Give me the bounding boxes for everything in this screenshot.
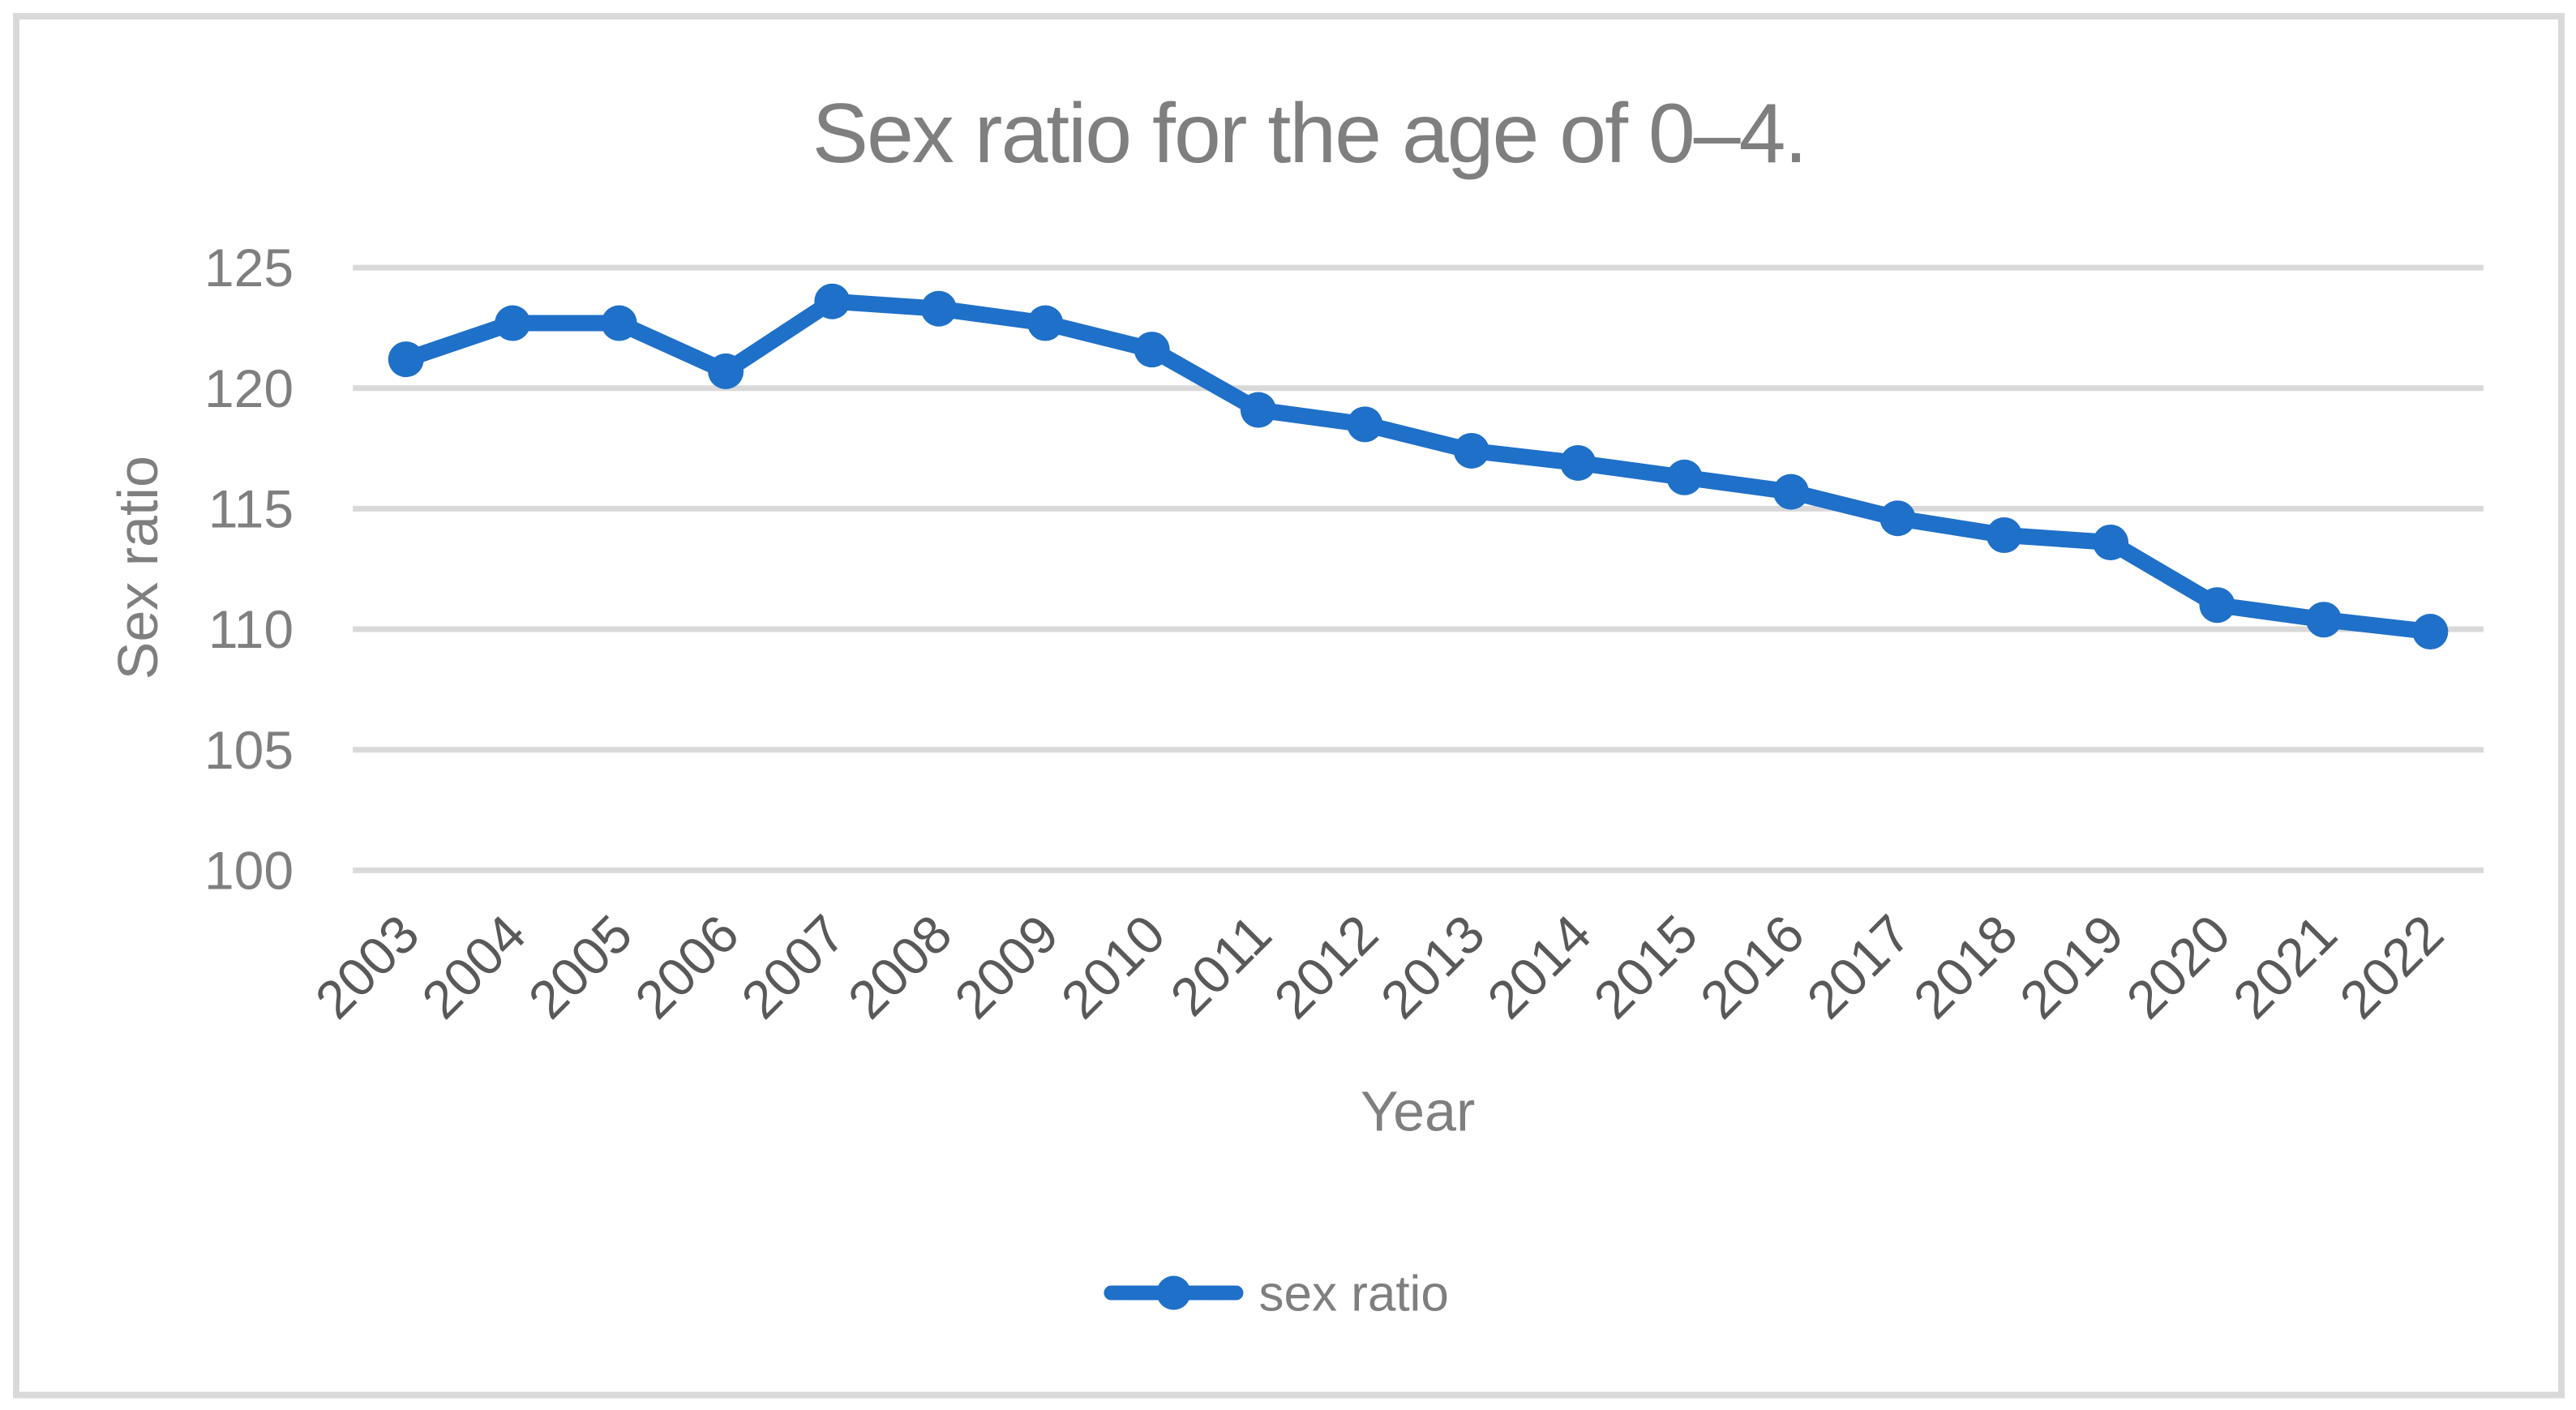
legend-series-label: sex ratio	[1258, 1266, 1448, 1322]
x-axis-title: Year	[1361, 1080, 1475, 1143]
y-tick-label: 125	[204, 238, 294, 298]
y-tick-label: 115	[208, 479, 294, 539]
y-tick-label: 120	[204, 358, 294, 418]
data-point-2013	[1453, 433, 1489, 469]
data-point-2004	[495, 305, 531, 341]
x-tick-label: 2006	[624, 903, 750, 1030]
data-point-2014	[1560, 445, 1597, 482]
y-tick-label: 110	[208, 599, 294, 659]
x-tick-label: 2009	[943, 903, 1069, 1030]
data-point-2007	[814, 283, 851, 319]
x-tick-label: 2004	[410, 903, 537, 1030]
y-axis-tick-labels: 100 105 110 115 120 125	[204, 238, 294, 900]
data-point-2020	[2199, 587, 2235, 624]
data-point-2012	[1347, 406, 1383, 443]
data-point-2005	[601, 305, 637, 341]
legend-point-marker	[1156, 1275, 1191, 1310]
x-tick-label: 2013	[1369, 903, 1496, 1030]
data-point-2021	[2305, 602, 2342, 638]
data-point-2015	[1666, 459, 1703, 496]
x-tick-label: 2016	[1689, 903, 1815, 1030]
y-axis-title: Sex ratio	[106, 456, 169, 679]
data-point-2018	[1986, 517, 2022, 554]
data-point-2011	[1240, 392, 1276, 428]
x-tick-label: 2010	[1049, 903, 1176, 1030]
chart-title: Sex ratio for the age of 0–4.	[812, 87, 1807, 181]
legend: sex ratio	[1104, 1266, 1449, 1322]
y-tick-label: 100	[204, 841, 294, 901]
x-tick-label: 2020	[2115, 903, 2241, 1030]
x-tick-label: 2014	[1476, 903, 1602, 1030]
x-axis-tick-labels: 2003200420052006200720082009201020112012…	[303, 903, 2454, 1030]
data-point-2008	[920, 290, 957, 327]
x-tick-label: 2018	[1902, 903, 2029, 1030]
x-tick-label: 2021	[2222, 903, 2348, 1030]
data-point-2003	[388, 341, 424, 378]
x-tick-label: 2022	[2328, 903, 2454, 1030]
data-point-2009	[1027, 305, 1064, 341]
x-tick-label: 2015	[1582, 903, 1708, 1030]
x-tick-label: 2012	[1262, 903, 1389, 1030]
data-point-2017	[1879, 500, 1916, 537]
series-group	[388, 283, 2449, 650]
data-point-2010	[1134, 332, 1170, 368]
chart-frame-border	[13, 13, 2565, 1399]
x-tick-label: 2003	[303, 903, 430, 1030]
x-tick-label: 2007	[730, 903, 856, 1030]
data-point-2022	[2412, 614, 2449, 650]
x-tick-label: 2005	[516, 903, 643, 1030]
data-point-2016	[1772, 474, 1809, 510]
gridlines-group	[353, 264, 2484, 874]
y-tick-label: 105	[204, 720, 294, 780]
x-tick-label: 2017	[1795, 903, 1922, 1030]
data-point-2019	[2093, 525, 2129, 561]
x-tick-label: 2019	[2008, 903, 2135, 1030]
data-point-2006	[708, 354, 744, 390]
series-line	[397, 293, 2439, 641]
x-tick-label: 2011	[1159, 903, 1283, 1027]
x-tick-label: 2008	[836, 903, 962, 1030]
